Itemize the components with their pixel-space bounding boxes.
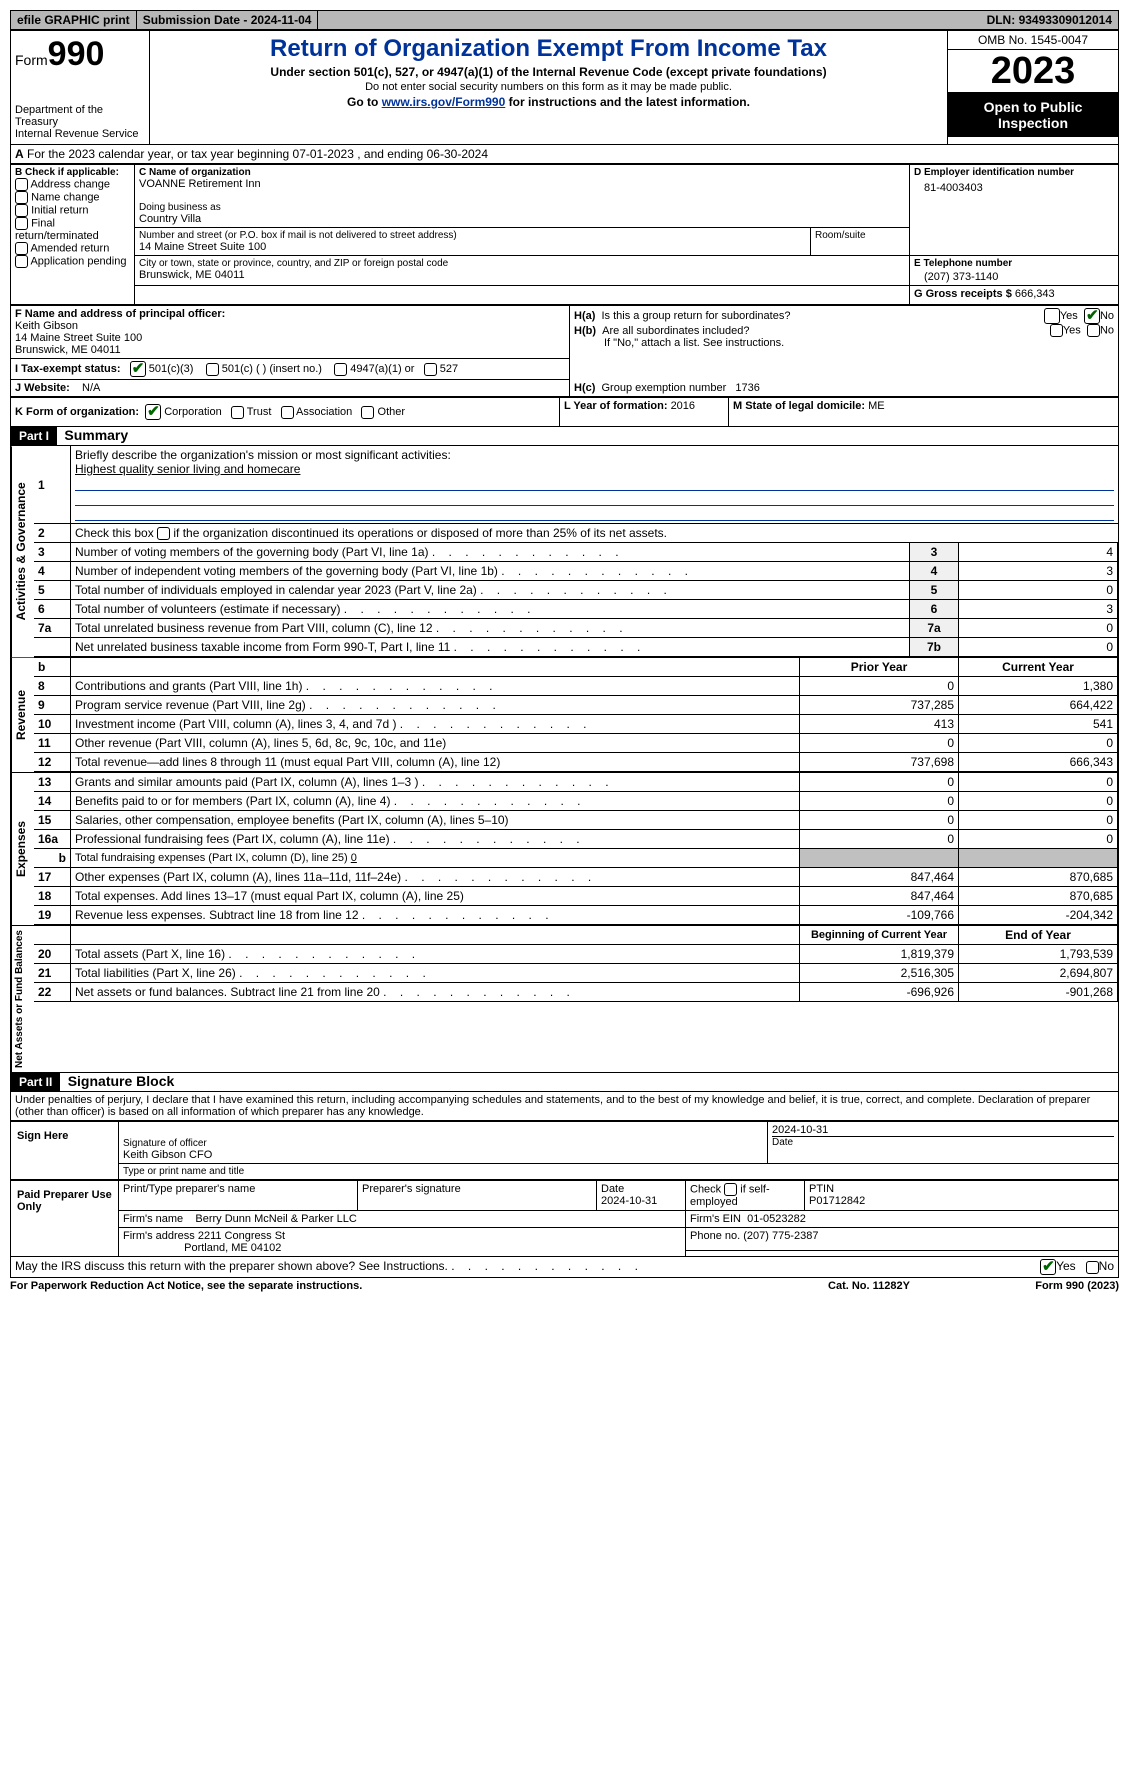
submission-date: Submission Date - 2024-11-04 xyxy=(137,11,319,29)
klm-row: K Form of organization: Corporation Trus… xyxy=(10,397,1119,427)
checkbox-discuss-no[interactable] xyxy=(1086,1261,1099,1274)
checkbox-ha-yes[interactable] xyxy=(1044,308,1060,324)
checkbox-self-employed[interactable] xyxy=(724,1183,737,1196)
checkbox-assoc[interactable] xyxy=(281,406,294,419)
box-g: G Gross receipts $ 666,343 xyxy=(910,286,1119,305)
entity-box: B Check if applicable: Address change Na… xyxy=(10,164,1119,305)
checkbox-501c[interactable] xyxy=(206,363,219,376)
box-l: L Year of formation: 2016 xyxy=(560,398,729,427)
perjury-text: Under penalties of perjury, I declare th… xyxy=(10,1092,1119,1121)
sign-here: Sign Here Signature of officer Keith Gib… xyxy=(10,1121,1119,1180)
checkbox-hb-no[interactable] xyxy=(1087,324,1100,337)
summary-section: Activities & Governance 1 Briefly descri… xyxy=(10,446,1119,658)
checkbox-501c3[interactable] xyxy=(130,361,146,377)
checkbox-ha-no[interactable] xyxy=(1084,308,1100,324)
irs-link[interactable]: www.irs.gov/Form990 xyxy=(382,95,506,109)
header-mid: Return of Organization Exempt From Incom… xyxy=(150,31,948,144)
side-netassets: Net Assets or Fund Balances xyxy=(11,926,34,1072)
goto-line: Go to www.irs.gov/Form990 for instructio… xyxy=(156,95,941,109)
form-number: Form990 xyxy=(15,35,145,74)
checkbox-address-change[interactable] xyxy=(15,178,28,191)
box-c-name: C Name of organization VOANNE Retirement… xyxy=(135,165,910,228)
checkbox-527[interactable] xyxy=(424,363,437,376)
box-c-city: City or town, state or province, country… xyxy=(135,256,910,286)
checkbox-corp[interactable] xyxy=(145,404,161,420)
netassets-section: Net Assets or Fund Balances Beginning of… xyxy=(10,926,1119,1073)
header-right: OMB No. 1545-0047 2023 Open to Public In… xyxy=(948,31,1118,144)
paid-preparer-label: Paid Preparer Use Only xyxy=(11,1181,119,1257)
checkbox-amended-return[interactable] xyxy=(15,242,28,255)
paid-preparer: Paid Preparer Use Only Print/Type prepar… xyxy=(10,1180,1119,1257)
sign-here-label: Sign Here xyxy=(11,1122,119,1180)
room-suite: Room/suite xyxy=(811,228,910,256)
form-header: Form990 Department of the Treasury Inter… xyxy=(10,30,1119,145)
netassets-table: Beginning of Current YearEnd of Year 20T… xyxy=(34,926,1118,1002)
ssn-note: Do not enter social security numbers on … xyxy=(156,81,941,93)
header-left: Form990 Department of the Treasury Inter… xyxy=(11,31,150,144)
box-b: B Check if applicable: Address change Na… xyxy=(11,165,135,305)
top-bar: efile GRAPHIC print Submission Date - 20… xyxy=(10,10,1119,30)
expenses-table: 13Grants and similar amounts paid (Part … xyxy=(34,773,1118,925)
governance-table: 1 Briefly describe the organization's mi… xyxy=(34,446,1118,657)
part1-header: Part I Summary xyxy=(10,427,1119,446)
efile-graphic-print[interactable]: efile GRAPHIC print xyxy=(11,11,137,29)
preparer-sig-hdr: Preparer's signature xyxy=(358,1181,597,1211)
checkbox-discontinued[interactable] xyxy=(157,527,170,540)
box-c-addr: Number and street (or P.O. box if mail i… xyxy=(135,228,811,256)
checkbox-initial-return[interactable] xyxy=(15,204,28,217)
side-activities: Activities & Governance xyxy=(11,446,34,657)
treasury-dept: Department of the Treasury Internal Reve… xyxy=(15,104,145,140)
tax-year: 2023 xyxy=(948,50,1118,93)
line-a: A For the 2023 calendar year, or tax yea… xyxy=(10,145,1119,164)
open-public: Open to Public Inspection xyxy=(948,93,1118,137)
box-m: M State of legal domicile: ME xyxy=(729,398,1119,427)
dln: DLN: 93493309012014 xyxy=(981,11,1118,29)
checkbox-discuss-yes[interactable] xyxy=(1040,1259,1056,1275)
part2-header: Part II Signature Block xyxy=(10,1073,1119,1092)
checkbox-trust[interactable] xyxy=(231,406,244,419)
side-expenses: Expenses xyxy=(11,773,34,925)
fh-row: F Name and address of principal officer:… xyxy=(10,305,1119,397)
form-subtitle: Under section 501(c), 527, or 4947(a)(1)… xyxy=(156,65,941,79)
side-revenue: Revenue xyxy=(11,658,34,772)
checkbox-4947[interactable] xyxy=(334,363,347,376)
checkbox-hb-yes[interactable] xyxy=(1050,324,1063,337)
box-h: H(a) Is this a group return for subordin… xyxy=(570,306,1119,359)
box-hc: H(c) Group exemption number 1736 xyxy=(570,359,1119,397)
checkbox-application-pending[interactable] xyxy=(15,255,28,268)
box-j: J Website: N/A xyxy=(11,380,570,397)
box-i: I Tax-exempt status: 501(c)(3) 501(c) ( … xyxy=(11,359,570,380)
box-e: E Telephone number (207) 373-1140 xyxy=(910,256,1119,286)
revenue-section: Revenue bPrior YearCurrent Year 8Contrib… xyxy=(10,658,1119,773)
checkbox-name-change[interactable] xyxy=(15,191,28,204)
box-d: D Employer identification number 81-4003… xyxy=(910,165,1119,256)
checkbox-final-return[interactable] xyxy=(15,217,28,230)
expenses-section: Expenses 13Grants and similar amounts pa… xyxy=(10,773,1119,926)
revenue-table: bPrior YearCurrent Year 8Contributions a… xyxy=(34,658,1118,772)
page-footer: For Paperwork Reduction Act Notice, see … xyxy=(10,1280,1119,1292)
form-title: Return of Organization Exempt From Incom… xyxy=(156,35,941,63)
box-f: F Name and address of principal officer:… xyxy=(11,306,570,359)
omb-number: OMB No. 1545-0047 xyxy=(948,31,1118,50)
box-k: K Form of organization: Corporation Trus… xyxy=(11,398,560,427)
discuss-row: May the IRS discuss this return with the… xyxy=(10,1257,1119,1278)
preparer-name-hdr: Print/Type preparer's name xyxy=(119,1181,358,1211)
checkbox-other[interactable] xyxy=(361,406,374,419)
